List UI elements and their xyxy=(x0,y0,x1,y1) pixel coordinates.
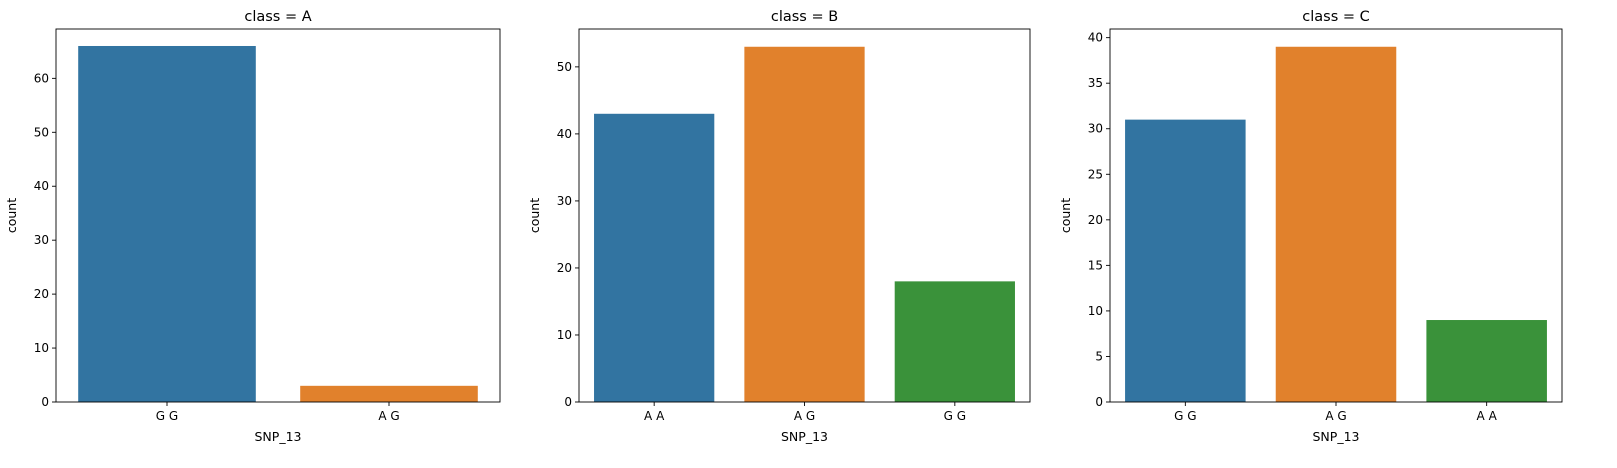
chart-title: class = C xyxy=(1302,9,1370,25)
axes-frame xyxy=(55,28,501,403)
y-tick-label: 0 xyxy=(564,395,572,409)
x-tick-label: G G xyxy=(156,409,178,423)
y-tick-label: 30 xyxy=(34,233,49,247)
y-tick-label: 10 xyxy=(557,328,572,342)
chart-title: class = A xyxy=(244,9,311,25)
bar-3-1 xyxy=(1125,119,1246,402)
y-tick-label: 10 xyxy=(34,341,49,355)
bar-2-1 xyxy=(594,113,715,402)
y-tick-label: 40 xyxy=(34,179,49,193)
y-tick-label: 0 xyxy=(41,395,49,409)
y-tick-label: 0 xyxy=(1095,395,1103,409)
y-axis-label: count xyxy=(527,198,542,233)
bar-1-1 xyxy=(78,45,256,402)
y-tick-label: 50 xyxy=(557,60,572,74)
y-tick-label: 60 xyxy=(34,71,49,85)
y-tick-label: 30 xyxy=(1088,122,1103,136)
y-axis-label: count xyxy=(4,198,19,233)
y-tick-label: 5 xyxy=(1095,349,1103,363)
y-tick-label: 10 xyxy=(1088,304,1103,318)
bar-3-3 xyxy=(1426,320,1547,402)
bar-2-3 xyxy=(894,281,1015,402)
x-axis-label: SNP_13 xyxy=(1313,429,1360,444)
y-tick-label: 35 xyxy=(1088,76,1103,90)
x-axis-label: SNP_13 xyxy=(781,429,828,444)
y-axis-label: count xyxy=(1058,198,1073,233)
y-tick-label: 40 xyxy=(557,127,572,141)
x-axis-label: SNP_13 xyxy=(255,429,302,444)
y-tick-label: 20 xyxy=(34,287,49,301)
chart-panel-2: 0 10 20 30 40 50 A A A G G G class = B SNP_13 count xyxy=(527,9,1031,444)
x-tick-label: A G xyxy=(378,409,399,423)
chart-panel-3: 0 5 10 15 20 25 30 35 40 G G A G A A class = C SNP_13… xyxy=(1058,9,1563,444)
y-tick-label: 20 xyxy=(557,261,572,275)
y-tick-label: 20 xyxy=(1088,213,1103,227)
x-tick-label: A A xyxy=(1477,409,1498,423)
x-tick-label: G G xyxy=(1174,409,1196,423)
y-tick-label: 40 xyxy=(1088,31,1103,45)
y-tick-label: 25 xyxy=(1088,167,1103,181)
chart-panel-1: 0 10 20 30 40 50 60 G G A G class = A SNP_13 count xyxy=(4,9,501,444)
y-tick-label: 30 xyxy=(557,194,572,208)
bar-1-2 xyxy=(300,385,478,402)
x-tick-label: A A xyxy=(644,409,665,423)
x-tick-label: G G xyxy=(944,409,966,423)
y-tick-label: 15 xyxy=(1088,258,1103,272)
bar-3-2 xyxy=(1275,46,1397,403)
chart-title: class = B xyxy=(771,9,838,25)
bar-2-2 xyxy=(744,46,865,403)
y-tick-label: 50 xyxy=(34,125,49,139)
x-tick-label: A G xyxy=(1325,409,1346,423)
x-tick-label: A G xyxy=(794,409,815,423)
